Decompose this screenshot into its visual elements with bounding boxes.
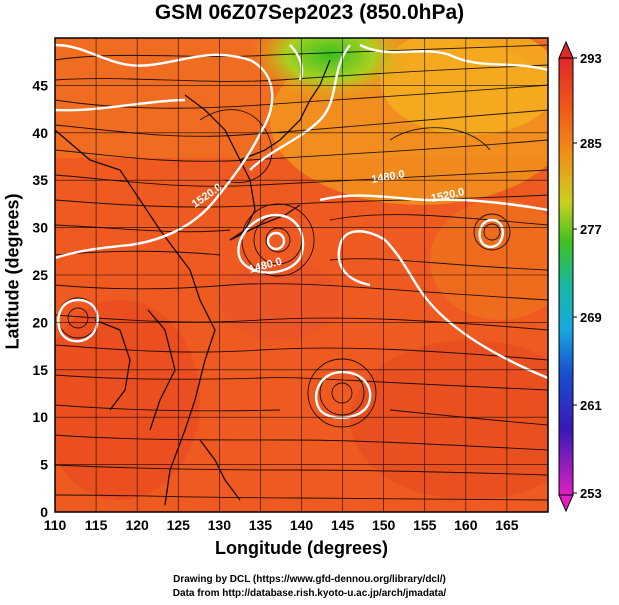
x-tick-label: 110 [44, 517, 67, 533]
colorbar-label-277: 277 [580, 222, 602, 237]
colorbar-top-arrow [558, 40, 574, 59]
x-tick-label: 120 [125, 517, 149, 533]
contour-label-1480-north: 1480.0 [370, 168, 405, 186]
colorbar-label-269: 269 [580, 310, 602, 325]
y-axis-title: Latitude (degrees) [2, 193, 23, 350]
y-tick-label: 15 [32, 362, 48, 378]
x-tick-label: 150 [372, 517, 396, 533]
y-tick-label: 20 [32, 314, 48, 330]
y-tick-label: 35 [32, 172, 48, 188]
x-tick-label: 160 [454, 517, 478, 533]
colorbar-gradient [558, 57, 574, 496]
plot-frame [54, 37, 549, 513]
y-tick-label: 25 [32, 267, 48, 283]
colorbar-label-261: 261 [580, 398, 602, 413]
y-tick-label: 40 [32, 125, 48, 141]
x-tick-label: 155 [413, 517, 437, 533]
page-title: GSM 06Z07Sep2023 (850.0hPa) [154, 1, 465, 24]
colorbar-bottom-arrow [558, 494, 574, 513]
x-tick-label: 165 [495, 517, 519, 533]
x-axis-title: Longitude (degrees) [214, 538, 388, 558]
colorbar: 293 285 277 269 261 253 [558, 40, 602, 513]
y-tick-label: 10 [32, 409, 48, 425]
y-tick-label: 0 [40, 504, 48, 520]
y-tick-labels: 0 5 10 15 20 25 30 35 40 45 [32, 77, 48, 520]
x-tick-label: 115 [85, 517, 108, 533]
y-tick-label: 45 [32, 77, 48, 93]
x-tick-label: 135 [249, 517, 273, 533]
colorbar-label-293: 293 [580, 51, 602, 66]
x-tick-label: 130 [208, 517, 232, 533]
credit-drawing: Drawing by DCL (https://www.gfd-dennou.o… [173, 574, 446, 585]
x-tick-label: 140 [290, 517, 314, 533]
colorbar-label-285: 285 [580, 136, 602, 151]
credit-data: Data from http://database.rish.kyoto-u.a… [172, 588, 447, 599]
x-tick-labels: 110 115 120 125 130 135 140 145 150 155 160 165 [44, 517, 519, 533]
y-tick-label: 30 [32, 220, 48, 236]
x-tick-label: 145 [331, 517, 355, 533]
colorbar-label-253: 253 [580, 486, 602, 501]
height-contours [55, 43, 548, 419]
y-tick-label: 5 [40, 457, 48, 473]
x-tick-label: 125 [167, 517, 191, 533]
